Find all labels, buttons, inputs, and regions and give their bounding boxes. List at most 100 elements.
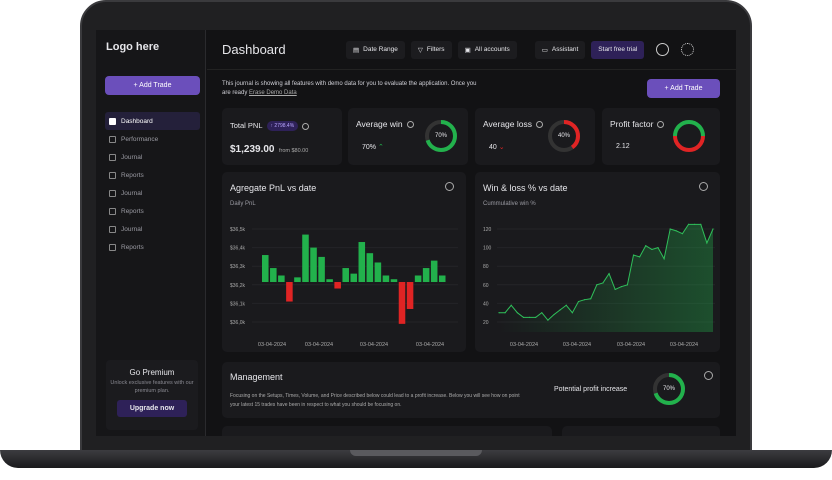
data-point xyxy=(559,309,561,311)
data-point xyxy=(657,247,659,249)
y-tick-label: $36,3k xyxy=(230,264,246,270)
sidebar-item-label: Reports xyxy=(121,243,144,251)
arrow-up-icon: ⌃ xyxy=(377,144,384,151)
potential-profit-ring: 70% xyxy=(652,372,686,406)
user-icon[interactable] xyxy=(656,43,670,56)
info-icon[interactable] xyxy=(302,122,310,130)
data-point xyxy=(706,242,708,244)
upgrade-button[interactable]: Upgrade now xyxy=(117,400,187,417)
more-icon[interactable] xyxy=(699,182,708,191)
sidebar-item-journal[interactable]: Journal xyxy=(105,148,200,166)
data-point xyxy=(516,312,518,314)
data-point xyxy=(541,312,543,314)
bar xyxy=(342,268,349,283)
pnl-chart-card: Agregate PnL vs date Daily PnL $36,5k $36… xyxy=(222,172,466,352)
management-desc: Focusing on the Setups, Times, Volume, a… xyxy=(230,393,520,408)
average-loss-ring: 40% xyxy=(547,119,581,153)
bar xyxy=(270,268,277,283)
profit-factor-label: Profit factor xyxy=(610,119,654,129)
journal-icon xyxy=(109,189,116,197)
more-icon[interactable] xyxy=(445,182,454,191)
data-point xyxy=(614,288,616,291)
accounts-label: All accounts xyxy=(474,46,510,53)
data-point xyxy=(565,304,567,306)
sidebar-item-label: Journal xyxy=(121,153,143,161)
bar xyxy=(262,255,269,283)
accounts-button[interactable]: ▣ All accounts xyxy=(457,40,517,59)
ring-label: 70% xyxy=(662,386,675,392)
x-tick-label: 03-04-2024 xyxy=(360,342,388,348)
data-point xyxy=(687,223,690,225)
accounts-icon: ▣ xyxy=(464,46,471,54)
average-loss-card: Average loss 40 ⌄ 40% xyxy=(475,108,595,165)
y-tick-label: $36,0k xyxy=(230,320,246,326)
potential-profit-label: Potential profit increase xyxy=(554,386,628,393)
bar xyxy=(438,275,446,283)
y-tick-label: 40 xyxy=(483,301,489,307)
chart-subtitle: Cummulative win % xyxy=(483,201,536,207)
y-tick-label: 80 xyxy=(483,264,489,270)
reports-icon xyxy=(109,243,116,251)
ring-label: 70% xyxy=(434,133,447,139)
data-point xyxy=(577,300,580,303)
sidebar-item-label: Reports xyxy=(121,207,144,215)
start-trial-button[interactable]: Start free trial xyxy=(591,40,645,59)
bar xyxy=(374,262,382,283)
data-point xyxy=(553,313,555,316)
data-point xyxy=(590,298,592,300)
sidebar-item-reports[interactable]: Reports xyxy=(105,238,200,256)
more-icon[interactable] xyxy=(704,371,713,380)
sidebar-item-reports[interactable]: Reports xyxy=(105,202,200,220)
reports-icon xyxy=(109,207,116,215)
data-point xyxy=(510,304,512,306)
info-icon[interactable] xyxy=(406,121,414,129)
bar xyxy=(286,282,293,302)
average-loss-label: Average loss xyxy=(483,119,532,129)
average-win-ring: 70% xyxy=(424,119,458,153)
data-point xyxy=(645,245,647,247)
bottom-card-right xyxy=(562,426,720,436)
gear-icon[interactable] xyxy=(681,43,695,56)
y-tick-label: $36,5k xyxy=(230,227,246,233)
sidebar-nav: Dashboard Performance Journal Reports Jo… xyxy=(105,112,200,256)
series-line xyxy=(499,223,714,321)
add-trade-button[interactable]: + Add Trade xyxy=(105,76,200,95)
sidebar-item-journal[interactable]: Journal xyxy=(105,184,200,202)
x-tick-label: 03-04-2024 xyxy=(670,342,698,348)
data-point xyxy=(626,284,628,286)
sidebar: Logo here + Add Trade Dashboard Performa… xyxy=(96,30,206,436)
demo-notice-text: This journal is showing all features wit… xyxy=(222,81,477,96)
assistant-button[interactable]: ▭ Assistant xyxy=(534,40,586,59)
filters-label: Filters xyxy=(426,46,445,53)
erase-demo-link[interactable]: Erase Demo Data xyxy=(249,90,297,96)
filters-button[interactable]: ▽ Filters xyxy=(410,40,452,59)
bottom-card-left xyxy=(222,426,552,436)
chart-title: Win & loss % vs date xyxy=(483,183,568,193)
arrow-down-icon: ⌄ xyxy=(498,144,505,151)
bar xyxy=(310,247,317,283)
filter-icon: ▽ xyxy=(417,46,423,54)
sidebar-item-journal[interactable]: Journal xyxy=(105,220,200,238)
data-point xyxy=(547,319,549,321)
x-tick-label: 03-04-2024 xyxy=(416,342,444,348)
average-win-label: Average win xyxy=(356,119,403,129)
info-icon[interactable] xyxy=(657,121,665,129)
data-point xyxy=(639,256,641,258)
grid-icon xyxy=(109,117,116,125)
data-point xyxy=(694,223,696,225)
sidebar-item-reports[interactable]: Reports xyxy=(105,166,200,184)
chat-icon: ▭ xyxy=(541,46,548,54)
add-trade-button-main[interactable]: + Add Trade xyxy=(647,79,720,98)
info-icon[interactable] xyxy=(535,121,543,129)
y-tick-label: $36,1k xyxy=(230,301,246,307)
date-range-button[interactable]: ▤ Date Range xyxy=(346,40,405,59)
x-tick-label: 03-04-2024 xyxy=(258,342,286,348)
management-title: Management xyxy=(230,372,283,382)
sidebar-item-dashboard[interactable]: Dashboard xyxy=(105,112,200,130)
x-tick-label: 03-04-2024 xyxy=(563,342,591,348)
sidebar-item-label: Reports xyxy=(121,171,144,179)
data-point xyxy=(504,312,506,314)
profit-factor-card: Profit factor 2.12 xyxy=(602,108,720,165)
laptop-base xyxy=(0,450,832,468)
sidebar-item-performance[interactable]: Performance xyxy=(105,130,200,148)
